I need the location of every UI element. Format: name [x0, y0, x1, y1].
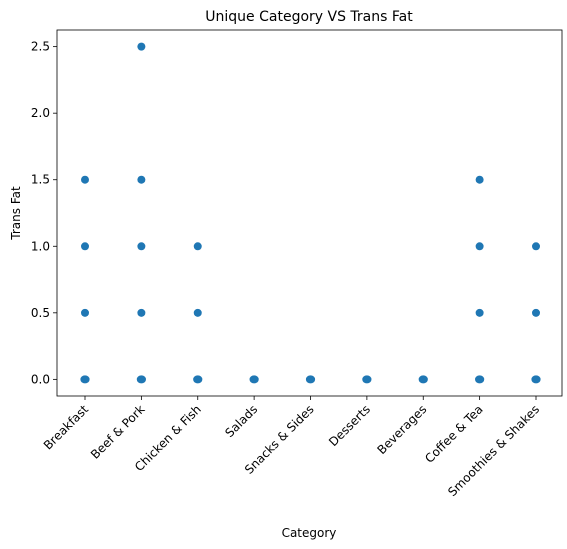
chart-title: Unique Category VS Trans Fat	[205, 9, 413, 25]
data-point-beverages-0	[418, 375, 428, 384]
plot-area-frame	[56, 29, 563, 397]
data-point-breakfast-0_5	[81, 308, 89, 317]
data-point-beef-and-pork-1_5	[137, 175, 146, 184]
x-tick-label-beef-and-pork: Beef & Pork	[88, 402, 148, 462]
data-point-desserts-0	[362, 375, 372, 384]
y-tick-label-0: 0.0	[31, 372, 50, 386]
data-point-coffee-and-tea-0_5	[475, 308, 484, 317]
data-point-beef-and-pork-1	[137, 242, 146, 251]
y-axis: 0.0 0.5 1.0 1.5 2.0 2.5	[31, 40, 57, 386]
points-layer	[80, 42, 541, 384]
data-point-breakfast-1_5	[81, 175, 89, 184]
data-point-salads-0	[249, 375, 259, 384]
data-point-coffee-and-tea-1_5	[475, 175, 484, 184]
data-point-chicken-and-fish-1	[193, 242, 202, 251]
data-point-coffee-and-tea-1	[475, 242, 484, 251]
y-tick-label-1: 0.5	[31, 306, 50, 320]
data-point-coffee-and-tea-0	[475, 375, 485, 384]
x-tick-label-salads: Salads	[222, 402, 260, 440]
x-axis-label: Category	[282, 526, 337, 540]
x-tick-label-desserts: Desserts	[326, 402, 373, 449]
y-axis-label: Trans Fat	[9, 186, 23, 241]
data-point-chicken-and-fish-0	[193, 375, 203, 384]
y-tick-label-2: 1.0	[31, 239, 50, 253]
data-point-beef-and-pork-0	[136, 375, 146, 384]
data-point-breakfast-1	[81, 242, 89, 251]
y-tick-label-3: 1.5	[31, 173, 50, 187]
x-tick-label-beverages: Beverages	[374, 402, 429, 457]
data-point-chicken-and-fish-0_5	[193, 308, 202, 317]
data-point-smoothies-and-shakes-0_5	[532, 308, 540, 317]
y-tick-label-4: 2.0	[31, 106, 50, 120]
x-tick-label-smoothies-and-shakes: Smoothies & Shakes	[445, 402, 542, 499]
y-tick-label-5: 2.5	[31, 40, 50, 54]
x-tick-label-coffee-and-tea: Coffee & Tea	[422, 402, 485, 465]
data-point-snacks-and-sides-0	[305, 375, 316, 384]
data-point-breakfast-0	[80, 375, 90, 384]
data-point-smoothies-and-shakes-1	[532, 242, 540, 251]
data-point-smoothies-and-shakes-0	[531, 375, 541, 384]
x-tick-label-breakfast: Breakfast	[41, 402, 92, 453]
data-point-beef-and-pork-0_5	[137, 308, 146, 317]
data-point-beef-and-pork-2_5	[137, 42, 146, 51]
